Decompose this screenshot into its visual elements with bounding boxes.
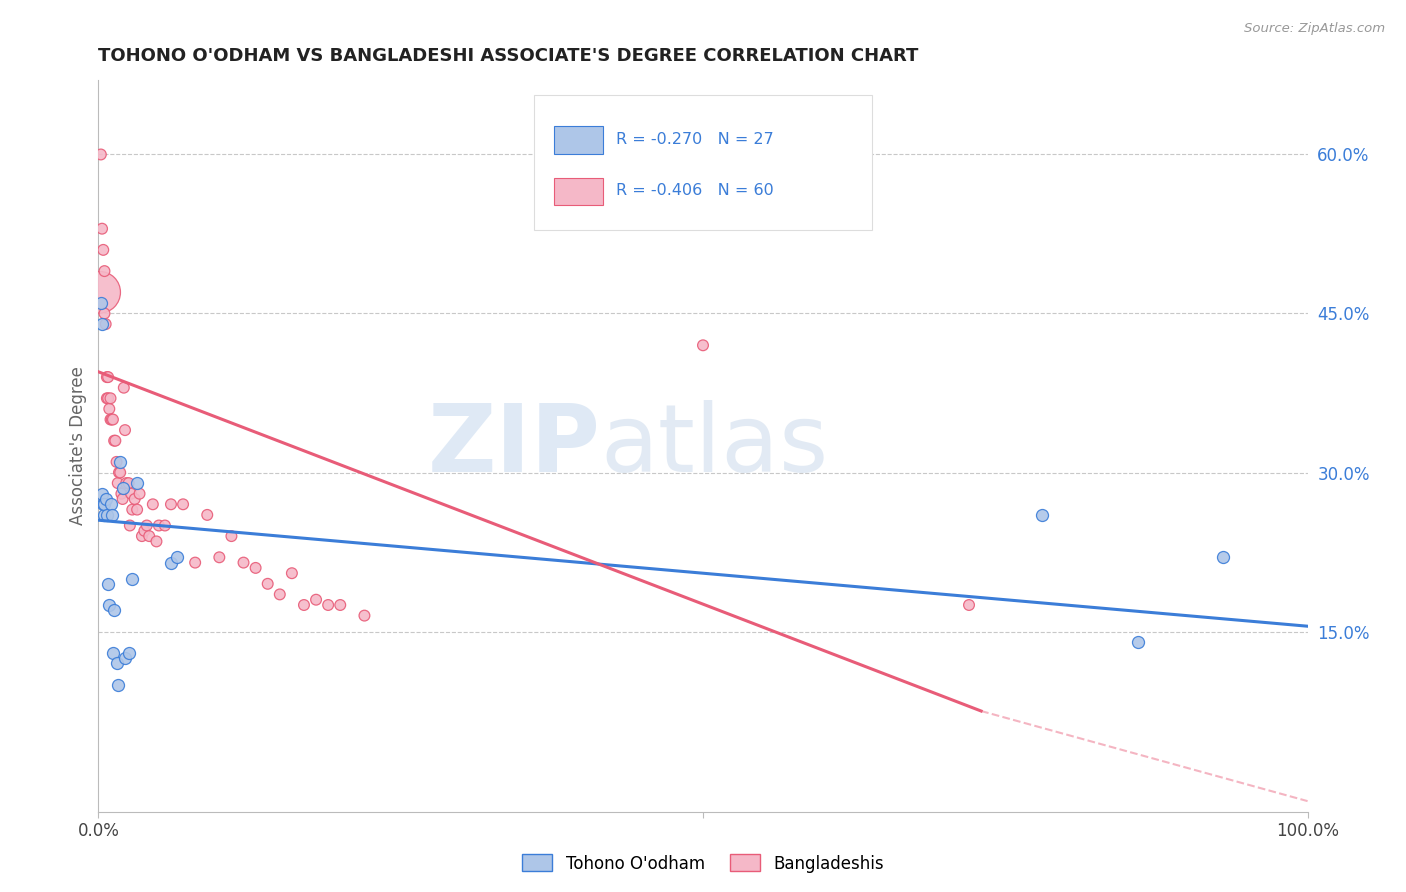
- Point: [100, 412, 122, 426]
- Point: [100, 412, 122, 426]
- Point: [108, 455, 131, 469]
- Point: [105, 455, 128, 469]
- Point: [94, 317, 117, 331]
- Point: [118, 646, 141, 660]
- Point: [91, 243, 114, 257]
- Point: [89, 285, 111, 300]
- Point: [93, 497, 115, 511]
- Point: [97, 576, 120, 591]
- Text: TOHONO O'ODHAM VS BANGLADESHI ASSOCIATE'S DEGREE CORRELATION CHART: TOHONO O'ODHAM VS BANGLADESHI ASSOCIATE'…: [98, 47, 918, 65]
- Point: [98, 598, 121, 612]
- Point: [96, 392, 118, 406]
- Point: [281, 566, 304, 581]
- Point: [153, 518, 176, 533]
- Point: [114, 651, 136, 665]
- Point: [124, 491, 146, 506]
- Point: [145, 534, 167, 549]
- Text: R = -0.270   N = 27: R = -0.270 N = 27: [616, 132, 773, 147]
- Point: [208, 550, 231, 565]
- Point: [142, 497, 165, 511]
- Point: [120, 486, 142, 500]
- Point: [118, 476, 141, 491]
- Point: [93, 264, 115, 278]
- Point: [148, 518, 170, 533]
- Point: [90, 296, 112, 310]
- Point: [128, 486, 150, 500]
- Bar: [554, 127, 603, 154]
- Legend: Tohono O'odham, Bangladeshis: Tohono O'odham, Bangladeshis: [516, 847, 890, 880]
- Point: [94, 491, 117, 506]
- Point: [105, 657, 128, 671]
- Point: [121, 502, 143, 516]
- Point: [245, 561, 267, 575]
- Text: R = -0.406   N = 60: R = -0.406 N = 60: [616, 183, 773, 198]
- Point: [269, 587, 291, 601]
- Point: [98, 401, 121, 416]
- Point: [127, 502, 149, 516]
- Point: [256, 576, 278, 591]
- Point: [292, 598, 315, 612]
- Point: [221, 529, 243, 543]
- Point: [115, 476, 138, 491]
- Point: [107, 476, 129, 491]
- Point: [118, 518, 141, 533]
- Point: [93, 306, 115, 320]
- Point: [112, 381, 135, 395]
- Point: [90, 147, 112, 161]
- FancyBboxPatch shape: [534, 95, 872, 230]
- Point: [103, 603, 125, 617]
- Text: ZIP: ZIP: [427, 400, 600, 492]
- Text: Source: ZipAtlas.com: Source: ZipAtlas.com: [1244, 22, 1385, 36]
- Point: [1212, 550, 1234, 565]
- Point: [110, 486, 132, 500]
- Point: [316, 598, 339, 612]
- Point: [111, 482, 134, 496]
- Point: [107, 677, 129, 691]
- Y-axis label: Associate's Degree: Associate's Degree: [69, 367, 87, 525]
- Point: [131, 529, 153, 543]
- Point: [305, 592, 328, 607]
- Point: [100, 497, 122, 511]
- Bar: [554, 178, 603, 205]
- Point: [127, 476, 149, 491]
- Point: [91, 486, 114, 500]
- Point: [93, 508, 115, 522]
- Point: [135, 518, 157, 533]
- Point: [121, 572, 143, 586]
- Point: [108, 466, 131, 480]
- Point: [96, 508, 118, 522]
- Point: [97, 392, 120, 406]
- Point: [104, 434, 127, 448]
- Point: [97, 370, 120, 384]
- Point: [160, 556, 183, 570]
- Point: [692, 338, 714, 352]
- Point: [160, 497, 183, 511]
- Point: [91, 317, 114, 331]
- Point: [957, 598, 980, 612]
- Point: [101, 646, 124, 660]
- Point: [329, 598, 352, 612]
- Point: [1031, 508, 1053, 522]
- Point: [134, 524, 156, 538]
- Point: [100, 508, 122, 522]
- Point: [353, 608, 375, 623]
- Point: [172, 497, 194, 511]
- Point: [101, 412, 124, 426]
- Point: [108, 466, 131, 480]
- Point: [166, 550, 188, 565]
- Point: [96, 370, 118, 384]
- Point: [138, 529, 160, 543]
- Point: [184, 556, 207, 570]
- Point: [91, 221, 114, 235]
- Point: [1128, 635, 1150, 649]
- Point: [111, 491, 134, 506]
- Point: [91, 497, 114, 511]
- Point: [232, 556, 254, 570]
- Point: [103, 434, 125, 448]
- Point: [100, 392, 122, 406]
- Point: [195, 508, 218, 522]
- Text: atlas: atlas: [600, 400, 828, 492]
- Point: [114, 423, 136, 437]
